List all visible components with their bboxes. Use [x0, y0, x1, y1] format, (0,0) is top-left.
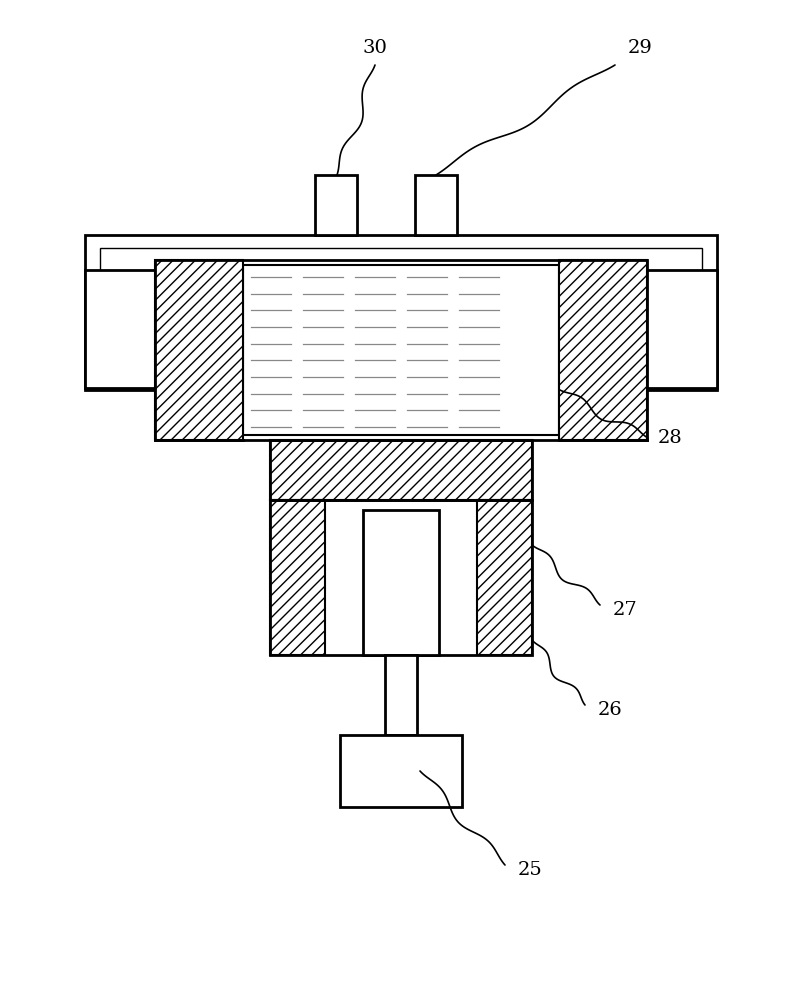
Bar: [85, 235, 717, 390]
Text: 25: 25: [517, 861, 542, 879]
Bar: [85, 270, 185, 388]
Bar: [315, 175, 357, 235]
Text: 28: 28: [658, 429, 683, 447]
Bar: [363, 510, 439, 655]
Bar: [270, 500, 532, 655]
Text: 26: 26: [597, 701, 622, 719]
Bar: [477, 500, 532, 655]
Bar: [270, 440, 532, 500]
Bar: [270, 500, 325, 655]
Bar: [155, 260, 243, 440]
Text: 27: 27: [613, 601, 638, 619]
Bar: [340, 735, 462, 807]
Bar: [617, 270, 717, 388]
Text: 29: 29: [627, 39, 653, 57]
Bar: [155, 260, 647, 440]
Text: 30: 30: [363, 39, 387, 57]
Bar: [559, 260, 647, 440]
Bar: [243, 265, 559, 435]
Bar: [385, 655, 417, 735]
Bar: [270, 440, 532, 500]
Bar: [415, 175, 457, 235]
Bar: [100, 248, 702, 378]
